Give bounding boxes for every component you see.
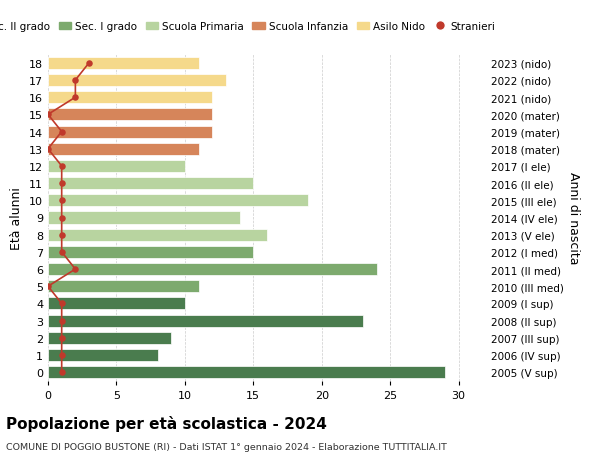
Point <box>57 369 67 376</box>
Bar <box>48 109 212 121</box>
Bar <box>48 315 363 327</box>
Bar <box>48 229 267 241</box>
Point <box>57 317 67 325</box>
Bar <box>48 212 239 224</box>
Bar <box>48 332 171 344</box>
Bar <box>48 280 199 293</box>
Point <box>84 60 94 67</box>
Bar <box>48 263 377 275</box>
Point <box>57 180 67 187</box>
Point <box>43 283 53 290</box>
Point <box>57 163 67 170</box>
Point <box>43 112 53 119</box>
Point <box>71 94 80 101</box>
Bar <box>48 349 157 361</box>
Bar <box>48 143 199 156</box>
Point <box>57 300 67 308</box>
Point <box>57 214 67 222</box>
Point <box>71 77 80 84</box>
Point <box>57 197 67 205</box>
Text: COMUNE DI POGGIO BUSTONE (RI) - Dati ISTAT 1° gennaio 2024 - Elaborazione TUTTIT: COMUNE DI POGGIO BUSTONE (RI) - Dati IST… <box>6 442 447 451</box>
Bar <box>48 195 308 207</box>
Bar <box>48 246 253 258</box>
Point <box>43 146 53 153</box>
Bar <box>48 126 212 138</box>
Bar <box>48 75 226 87</box>
Point <box>57 335 67 342</box>
Text: Popolazione per età scolastica - 2024: Popolazione per età scolastica - 2024 <box>6 415 327 431</box>
Bar <box>48 366 445 378</box>
Y-axis label: Età alunni: Età alunni <box>10 187 23 249</box>
Point <box>57 352 67 359</box>
Point <box>57 129 67 136</box>
Bar <box>48 178 253 190</box>
Y-axis label: Anni di nascita: Anni di nascita <box>568 172 580 264</box>
Point <box>57 249 67 256</box>
Bar <box>48 161 185 173</box>
Bar <box>48 92 212 104</box>
Legend: Sec. II grado, Sec. I grado, Scuola Primaria, Scuola Infanzia, Asilo Nido, Stran: Sec. II grado, Sec. I grado, Scuola Prim… <box>0 18 499 36</box>
Point <box>71 266 80 273</box>
Bar <box>48 298 185 310</box>
Point <box>57 231 67 239</box>
Bar <box>48 58 199 70</box>
